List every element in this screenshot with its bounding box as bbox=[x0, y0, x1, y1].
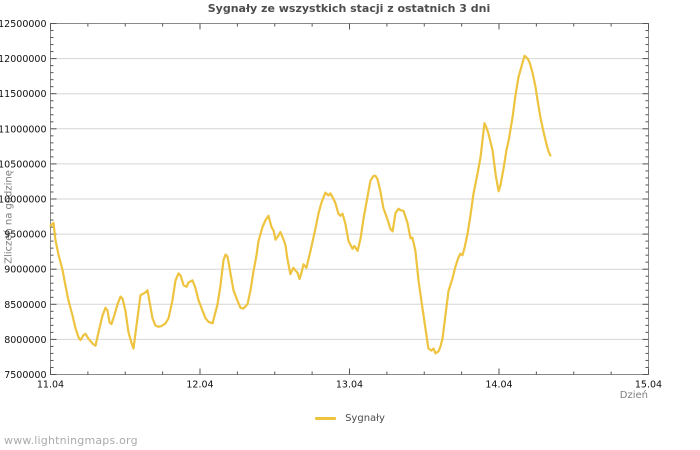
x-axis-label: Dzień bbox=[619, 390, 648, 401]
svg-text:10500000: 10500000 bbox=[0, 159, 47, 170]
svg-text:9000000: 9000000 bbox=[4, 265, 46, 276]
svg-text:8000000: 8000000 bbox=[4, 335, 46, 346]
svg-text:12.04: 12.04 bbox=[186, 380, 213, 391]
svg-text:8500000: 8500000 bbox=[4, 300, 46, 311]
svg-text:7500000: 7500000 bbox=[4, 370, 46, 381]
svg-text:13.04: 13.04 bbox=[336, 380, 363, 391]
watermark: www.lightningmaps.org bbox=[4, 434, 138, 447]
legend-label: Sygnały bbox=[345, 413, 385, 424]
svg-text:11000000: 11000000 bbox=[0, 124, 47, 135]
svg-text:10000000: 10000000 bbox=[0, 195, 47, 206]
svg-text:12500000: 12500000 bbox=[0, 19, 47, 30]
chart-title: Sygnały ze wszystkich stacji z ostatnich… bbox=[207, 2, 491, 15]
svg-text:14.04: 14.04 bbox=[485, 380, 512, 391]
svg-text:12000000: 12000000 bbox=[0, 54, 47, 65]
legend-line-icon bbox=[315, 417, 337, 420]
svg-text:9500000: 9500000 bbox=[4, 230, 46, 241]
svg-text:11.04: 11.04 bbox=[37, 380, 64, 391]
legend: Sygnały bbox=[0, 413, 700, 424]
svg-text:15.04: 15.04 bbox=[635, 380, 662, 391]
svg-text:11500000: 11500000 bbox=[0, 89, 47, 100]
